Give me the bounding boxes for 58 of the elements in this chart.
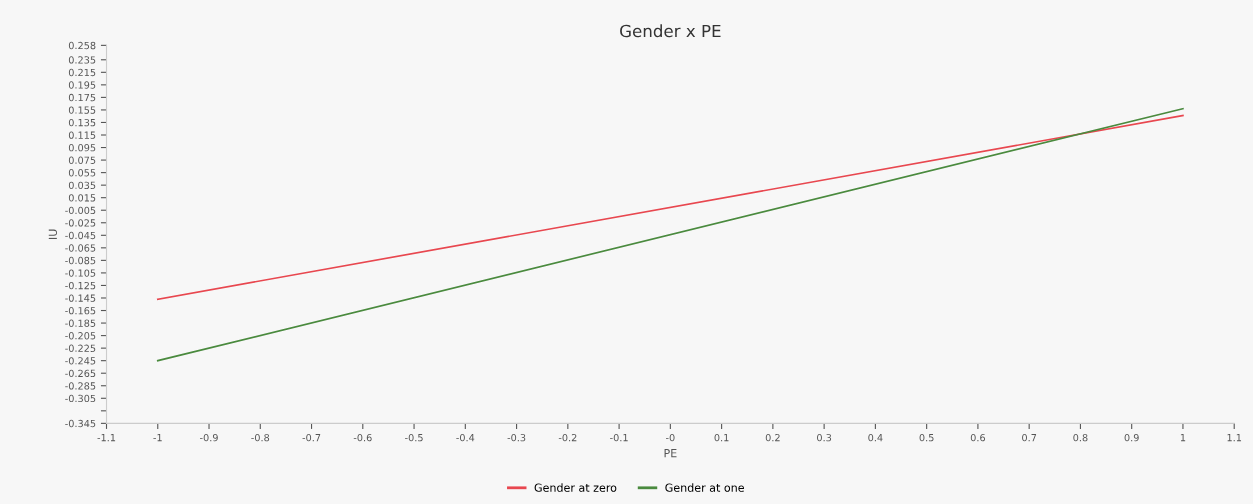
y-tick-label: 0.095: [68, 144, 96, 152]
chart-title: Gender x PE: [620, 24, 721, 38]
x-tick-label: -1.1: [97, 434, 116, 442]
y-tick-label: -0.225: [65, 344, 96, 352]
y-tick-label: 0.015: [68, 194, 96, 202]
x-tick-label: -0.3: [507, 433, 526, 442]
x-tick-label: 0.5: [919, 433, 934, 442]
x-tick-label: -0.7: [302, 433, 321, 442]
y-tick-label: -0.145: [65, 294, 96, 302]
y-tick-label: -0.065: [65, 244, 96, 252]
x-tick-label: -0.6: [353, 433, 372, 442]
x-tick-label: -0: [665, 433, 675, 442]
x-tick-label: -0.9: [200, 433, 218, 442]
x-tick-label: 1: [1180, 434, 1186, 442]
x-tick-label: 0.3: [817, 433, 832, 442]
x-tick-label: -0.1: [610, 433, 628, 442]
y-tick-label: -0.205: [65, 332, 96, 340]
y-tick-label: 0.155: [68, 106, 96, 114]
x-tick-label: 0.8: [1073, 433, 1088, 442]
x-tick-label: 0.6: [970, 433, 986, 442]
y-tick-label: 0.195: [68, 81, 96, 89]
y-tick-label: -0.245: [65, 357, 96, 365]
x-axis-title: PE: [664, 449, 677, 458]
y-tick-label: -0.025: [65, 219, 96, 227]
y-tick-label: 0.175: [68, 93, 96, 102]
y-tick-label: -0.265: [65, 369, 96, 378]
x-tick-label: 0.2: [765, 433, 780, 442]
y-tick-label: -0.005: [65, 206, 96, 215]
y-tick-label: -0.085: [65, 256, 96, 265]
x-tick-label: -1: [153, 434, 162, 442]
y-axis-title: IU: [48, 229, 58, 239]
legend-label: Gender at zero: [534, 483, 617, 492]
y-tick-label: 0.035: [68, 181, 96, 189]
y-tick-label: -0.305: [65, 394, 96, 403]
x-tick-label: -0.2: [558, 433, 577, 442]
y-tick-label: -0.185: [65, 319, 96, 327]
y-tick-label: -0.165: [65, 307, 96, 315]
y-tick-label: 0.115: [68, 131, 96, 139]
y-tick-label: -0.105: [65, 269, 96, 277]
x-tick-label: -0.5: [405, 433, 423, 442]
x-tick-label: -0.8: [251, 433, 270, 442]
y-tick-label: -0.345: [65, 419, 96, 428]
x-tick-label: -0.4: [456, 433, 475, 442]
y-tick-label: -0.045: [65, 231, 96, 240]
x-tick-label: 0.9: [1124, 433, 1139, 442]
y-tick-label: 0.135: [68, 118, 96, 127]
x-tick-label: 0.4: [868, 433, 883, 442]
y-tick-label: 0.075: [68, 156, 96, 164]
legend-label: Gender at one: [665, 483, 744, 492]
y-tick-label: 0.215: [68, 68, 96, 77]
x-tick-label: 0.1: [714, 433, 729, 442]
y-tick-label: 0.055: [68, 169, 96, 177]
y-tick-label: -0.125: [65, 281, 96, 290]
y-tick-label: 0.235: [68, 56, 96, 64]
y-tick-label: 0.258: [68, 41, 96, 50]
y-tick-label: -0.285: [65, 382, 96, 390]
x-tick-label: 1.1: [1227, 434, 1242, 442]
x-tick-label: 0.7: [1022, 433, 1037, 442]
